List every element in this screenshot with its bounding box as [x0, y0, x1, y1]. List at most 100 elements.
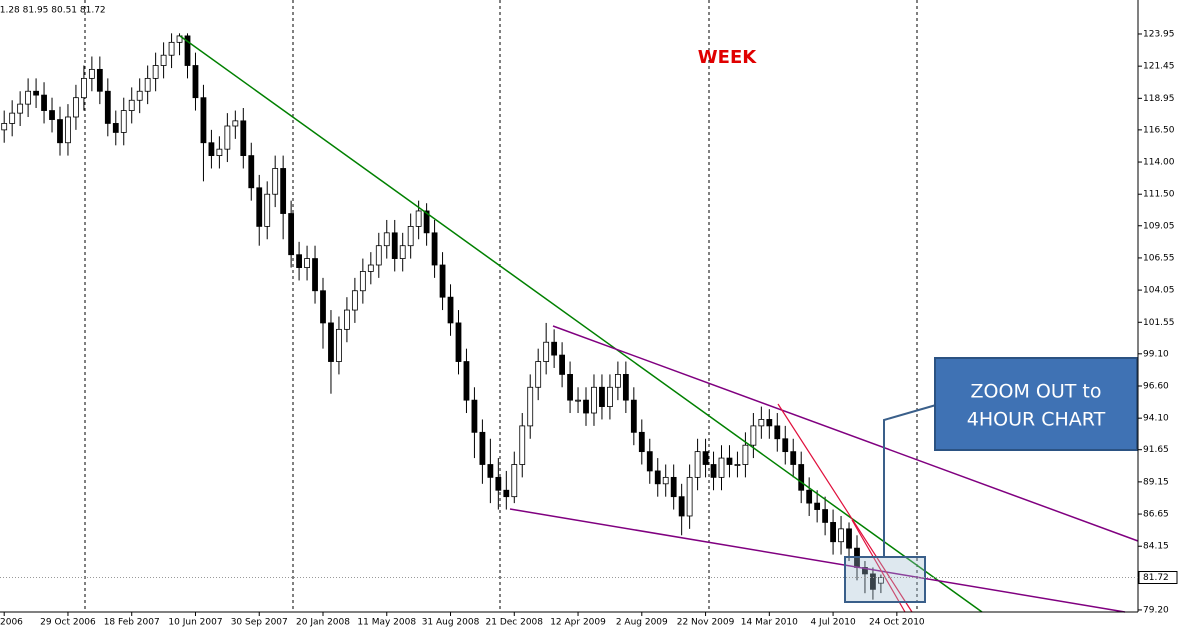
candle-body: [423, 210, 430, 234]
candle-body: [519, 425, 526, 465]
candle-body: [256, 187, 263, 227]
candle-body: [678, 496, 685, 517]
chart-title: WEEK: [698, 47, 757, 68]
candle-body: [527, 386, 534, 427]
candle-body: [248, 155, 255, 189]
y-tick-label: 104.05: [1143, 286, 1175, 296]
trendline: [509, 508, 1126, 613]
candle-body: [575, 399, 581, 402]
candle-body: [375, 245, 382, 266]
candle-body: [328, 322, 334, 362]
y-tick-label: 86.65: [1143, 510, 1169, 520]
candle-body: [670, 476, 677, 498]
last-price-label: 81.72: [1143, 573, 1169, 583]
x-tick-label: 24 Oct 2010: [869, 618, 925, 628]
candle-body: [479, 431, 486, 465]
candle-body: [455, 322, 462, 362]
y-tick-label: 114.00: [1143, 158, 1175, 168]
y-tick-label: 99.10: [1143, 349, 1169, 359]
candle-body: [599, 386, 605, 407]
candle-body: [750, 425, 757, 446]
candle-body: [447, 296, 454, 324]
x-tick-label: 20 Jan 2008: [296, 618, 350, 628]
candle-body: [272, 168, 279, 195]
candle-body: [312, 258, 318, 292]
candle-body: [216, 148, 223, 157]
candle-body: [160, 54, 167, 66]
candle-body: [630, 399, 637, 433]
candle-body: [870, 573, 876, 590]
candle-body: [9, 112, 16, 124]
zoom-area: [844, 556, 926, 603]
candle-body: [878, 577, 884, 584]
y-tick-label: 111.50: [1143, 190, 1175, 200]
candle-body: [814, 502, 821, 510]
trendline: [179, 35, 983, 613]
candle-body: [49, 110, 55, 120]
x-tick-label: 4 Jul 2010: [810, 618, 855, 628]
y-tick-label: 79.20: [1143, 605, 1169, 615]
y-tick-label: 96.60: [1143, 381, 1169, 391]
y-tick-label: 101.55: [1143, 318, 1175, 328]
candle-body: [304, 258, 310, 268]
candle-body: [838, 528, 844, 543]
x-tick-label: 18 Feb 2007: [104, 618, 160, 628]
candles: [1, 33, 884, 600]
candle-body: [73, 97, 79, 118]
candle-body: [766, 419, 773, 427]
candle-body: [57, 119, 63, 144]
callout-connector: [883, 404, 937, 557]
candle-body: [407, 225, 414, 247]
y-tick-label: 106.55: [1143, 253, 1175, 263]
trendline: [851, 519, 906, 613]
trendline: [552, 325, 1139, 542]
y-tick-label: 109.05: [1143, 221, 1175, 231]
y-tick-label: 118.95: [1143, 94, 1175, 104]
candle-body: [806, 489, 813, 504]
callout-text: 4HOUR CHART: [967, 409, 1106, 431]
candle-body: [471, 399, 478, 433]
x-tick-label: 14 Mar 2010: [741, 618, 798, 628]
candle-body: [128, 99, 135, 111]
x-tick-label: 2006: [0, 618, 23, 628]
candle-body: [463, 361, 470, 401]
candle-body: [320, 290, 326, 324]
x-tick-label: 2 Aug 2009: [616, 618, 668, 628]
candle-body: [81, 77, 87, 99]
candle-body: [415, 210, 422, 227]
candle-body: [798, 464, 805, 491]
candle-body: [774, 425, 781, 440]
candle-body: [399, 245, 406, 259]
candle-body: [96, 68, 103, 92]
candle-body: [622, 374, 629, 401]
x-tick-label: 12 Apr 2009: [550, 618, 606, 628]
candle-body: [176, 35, 183, 43]
candle-body: [336, 328, 342, 362]
candle-body: [718, 457, 725, 478]
candle-body: [686, 476, 693, 517]
x-tick-label: 22 Nov 2009: [677, 618, 735, 628]
candle-body: [654, 470, 661, 485]
y-tick-label: 84.15: [1143, 542, 1169, 552]
candle-body: [232, 120, 239, 127]
candle-body: [359, 271, 366, 292]
candle-body: [511, 464, 518, 498]
candle-body: [790, 451, 797, 465]
candle-body: [65, 116, 71, 144]
callout-box: [934, 357, 1138, 451]
candle-body: [192, 65, 199, 99]
candle-body: [638, 431, 645, 453]
candle-body: [551, 341, 558, 356]
ohlc-header: 81.28 81.95 80.51 81.72: [0, 6, 106, 16]
candle-body: [383, 232, 390, 247]
candle-body: [136, 90, 143, 101]
candle-body: [846, 528, 852, 549]
candle-body: [200, 97, 207, 144]
y-tick-label: 89.15: [1143, 477, 1169, 487]
y-tick-label: 116.50: [1143, 125, 1175, 135]
candle-body: [614, 374, 621, 388]
candle-body: [224, 125, 231, 150]
candle-body: [662, 476, 669, 485]
